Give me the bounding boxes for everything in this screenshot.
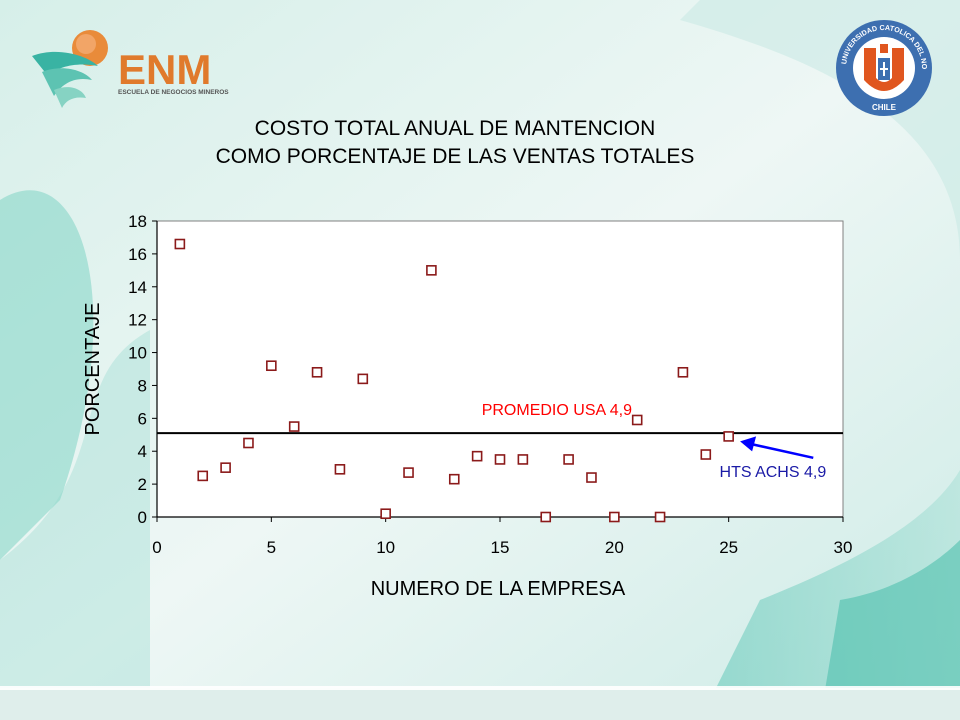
data-point bbox=[197, 470, 209, 482]
data-point bbox=[174, 238, 186, 250]
data-point bbox=[563, 454, 574, 465]
x-tick-label: 25 bbox=[719, 538, 738, 557]
data-point bbox=[220, 462, 231, 473]
hts-arrow-shaft bbox=[747, 442, 814, 460]
x-tick-label: 5 bbox=[267, 538, 276, 557]
data-point bbox=[586, 472, 597, 483]
x-tick-label: 10 bbox=[376, 538, 395, 557]
data-point bbox=[723, 431, 734, 442]
hts-arrow-head bbox=[740, 436, 757, 452]
y-axis: 0 2 4 6 8 10 12 14 16 18 bbox=[128, 212, 158, 527]
ucn-bottom-text: CHILE bbox=[872, 103, 897, 112]
data-point bbox=[654, 511, 666, 523]
data-point bbox=[700, 449, 712, 460]
x-tick-label: 30 bbox=[834, 538, 853, 557]
y-tick-label: 16 bbox=[128, 245, 147, 264]
y-tick-label: 6 bbox=[138, 409, 147, 428]
hts-arrow-icon bbox=[740, 436, 814, 460]
data-point bbox=[288, 421, 300, 432]
ucn-logo: UNIVERSIDAD CATOLICA DEL NORTE CHILE bbox=[831, 11, 934, 118]
data-point bbox=[357, 373, 369, 385]
x-tick-label: 0 bbox=[152, 538, 161, 557]
y-tick-label: 14 bbox=[128, 278, 147, 297]
data-point bbox=[609, 511, 620, 523]
y-tick-label: 12 bbox=[128, 311, 147, 330]
data-point bbox=[494, 454, 506, 465]
y-axis-title: PORCENTAJE bbox=[82, 303, 104, 436]
y-tick-label: 10 bbox=[128, 344, 147, 363]
data-point bbox=[311, 366, 323, 378]
data-points bbox=[174, 238, 734, 523]
chart-title-line-1: COSTO TOTAL ANUAL DE MANTENCION bbox=[255, 117, 656, 140]
data-point bbox=[426, 265, 437, 276]
y-tick-label: 2 bbox=[138, 475, 147, 494]
data-point bbox=[334, 464, 346, 475]
data-point bbox=[540, 511, 552, 523]
x-axis-title: NUMERO DE LA EMPRESA bbox=[371, 578, 626, 600]
data-point bbox=[448, 473, 460, 485]
data-point bbox=[517, 454, 529, 465]
data-point bbox=[243, 437, 254, 449]
data-point bbox=[266, 360, 277, 372]
x-tick-label: 15 bbox=[491, 538, 510, 557]
promedio-usa-label: PROMEDIO USA 4,9 bbox=[482, 402, 632, 419]
enm-logo: ENM ESCUELA DE NEGOCIOS MINEROS bbox=[28, 26, 238, 116]
y-tick-label: 4 bbox=[138, 442, 147, 461]
enm-logo-text: ENM bbox=[118, 46, 211, 93]
chart-title-line-2: COMO PORCENTAJE DE LAS VENTAS TOTALES bbox=[216, 145, 695, 168]
y-tick-label: 0 bbox=[138, 508, 147, 527]
enm-logo-subtitle: ESCUELA DE NEGOCIOS MINEROS bbox=[118, 89, 229, 96]
data-point bbox=[631, 414, 643, 426]
data-point bbox=[471, 450, 483, 462]
data-point bbox=[380, 508, 391, 520]
data-point bbox=[403, 467, 414, 478]
hts-achs-label: HTS ACHS 4,9 bbox=[720, 464, 827, 481]
x-axis: 0 5 10 15 20 25 30 bbox=[152, 516, 853, 557]
y-tick-label: 18 bbox=[128, 212, 147, 231]
x-tick-label: 20 bbox=[605, 538, 624, 557]
y-tick-label: 8 bbox=[138, 376, 147, 395]
data-point bbox=[677, 366, 689, 378]
